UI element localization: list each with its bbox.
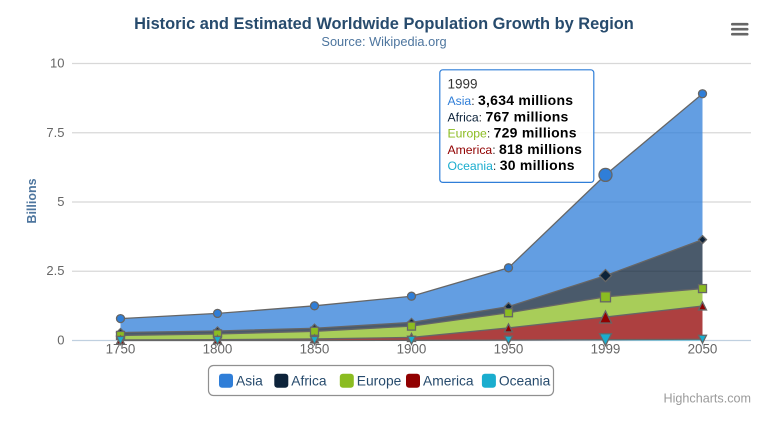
svg-text:Europe: 729 millions: Europe: 729 millions <box>448 125 577 141</box>
svg-text:2.5: 2.5 <box>46 263 64 278</box>
svg-text:7.5: 7.5 <box>46 125 64 140</box>
svg-text:1800: 1800 <box>203 342 233 357</box>
svg-text:America: 818 millions: America: 818 millions <box>448 141 583 157</box>
svg-text:10: 10 <box>50 56 64 71</box>
svg-text:Asia: Asia <box>236 374 263 389</box>
svg-text:Billions: Billions <box>25 178 39 223</box>
svg-text:America: America <box>423 374 474 389</box>
svg-text:Asia: 3,634 millions: Asia: 3,634 millions <box>448 92 574 108</box>
svg-text:1999: 1999 <box>448 77 478 92</box>
svg-text:Historic and Estimated Worldwi: Historic and Estimated Worldwide Populat… <box>134 15 634 33</box>
svg-text:1900: 1900 <box>397 342 427 357</box>
svg-text:5: 5 <box>57 194 64 209</box>
svg-text:Africa: Africa <box>291 374 327 389</box>
svg-text:1750: 1750 <box>106 342 136 357</box>
svg-text:Oceania: 30 millions: Oceania: 30 millions <box>448 157 575 173</box>
svg-text:Highcharts.com: Highcharts.com <box>664 392 752 406</box>
svg-text:1850: 1850 <box>300 342 330 357</box>
svg-text:Source: Wikipedia.org: Source: Wikipedia.org <box>321 34 446 49</box>
svg-text:Oceania: Oceania <box>499 374 551 389</box>
svg-text:0: 0 <box>57 333 64 348</box>
svg-text:Europe: Europe <box>357 374 402 389</box>
svg-text:2050: 2050 <box>688 342 718 357</box>
svg-text:Africa: 767 millions: Africa: 767 millions <box>448 108 569 124</box>
svg-text:1999: 1999 <box>591 342 621 357</box>
svg-text:1950: 1950 <box>494 342 524 357</box>
